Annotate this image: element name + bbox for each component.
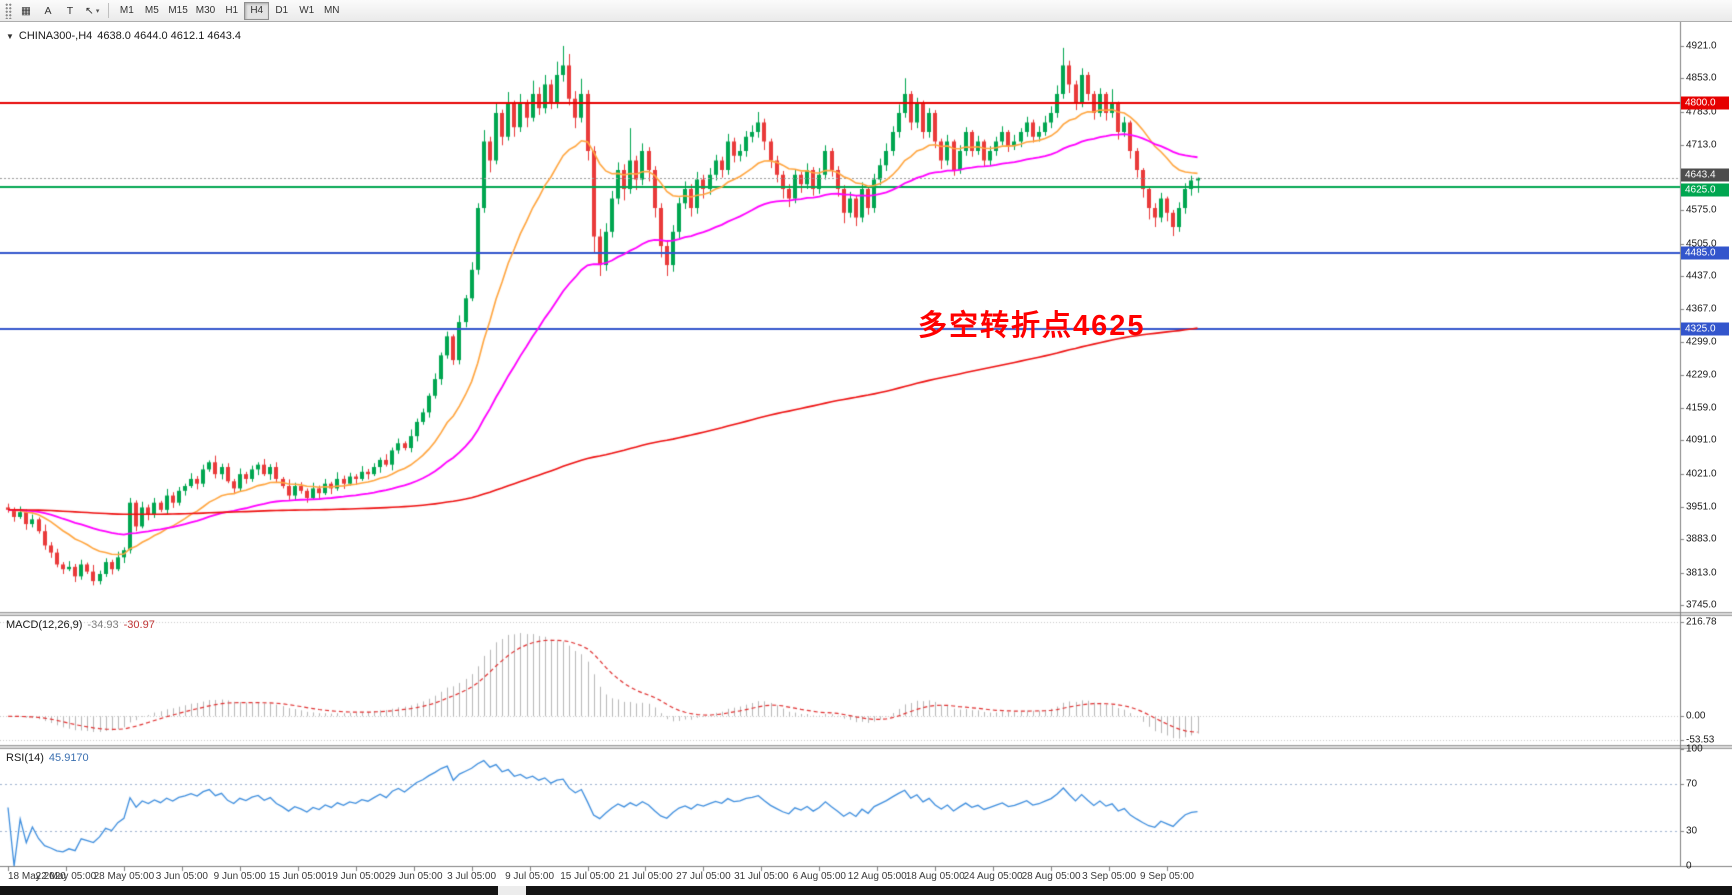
text-label-icon: A <box>44 4 52 17</box>
date-label: 18 May 2020 <box>8 871 66 882</box>
date-label: 6 Aug 05:00 <box>792 871 846 882</box>
price-scale-label: 4783.0 <box>1686 106 1717 118</box>
toolbar-chart-grid-button[interactable]: ▦ <box>15 2 37 20</box>
timeframe-m1-button[interactable]: M1 <box>119 5 134 16</box>
price-scale-label: 4091.0 <box>1686 434 1717 446</box>
price-scale-label: 4229.0 <box>1686 369 1717 381</box>
timeframe-h1-button[interactable]: H1 <box>225 5 239 16</box>
timeframe-d1-button[interactable]: D1 <box>275 5 289 16</box>
price-scale-label: 3745.0 <box>1686 599 1717 611</box>
date-label: 15 Jul 05:00 <box>560 871 615 882</box>
date-label: 22 May 05:00 <box>35 871 97 882</box>
date-label: 12 Aug 05:00 <box>847 871 907 882</box>
date-label: 27 Jul 05:00 <box>676 871 731 882</box>
toolbar-cursor-button[interactable]: ↖ ▾ <box>81 2 103 20</box>
date-label: 3 Jun 05:00 <box>155 871 208 882</box>
rsi-value: 45.9170 <box>48 752 89 764</box>
timeframe-bar: M1 M5 M15 M30 H1 H4 D1 W1 MN <box>114 1 344 20</box>
date-label: 15 Jun 05:00 <box>268 871 327 882</box>
rsi-scale-label: 30 <box>1686 825 1698 837</box>
chart-title: ▼ CHINA300-,H4 4638.0 4644.0 4612.1 4643.4 <box>6 30 246 42</box>
date-label: 3 Sep 05:00 <box>1082 871 1137 882</box>
timeframe-m5-button[interactable]: M5 <box>144 5 159 16</box>
date-label: 29 Jun 05:00 <box>384 871 443 882</box>
toolbar-tools: ▦ A T ↖ ▾ <box>15 2 103 20</box>
taskbar-notch <box>498 886 526 895</box>
price-scale-label: 3883.0 <box>1686 533 1717 545</box>
current-price-tag: 4643.4 <box>1681 168 1729 182</box>
price-tag: 4800.0 <box>1681 96 1729 110</box>
price-scale-label: 4021.0 <box>1686 468 1717 480</box>
cursor-icon: ↖ <box>85 4 94 17</box>
rsi-title: RSI(14) 45.9170 <box>6 752 94 764</box>
chart-canvas[interactable] <box>0 22 1732 886</box>
date-label: 31 Jul 05:00 <box>734 871 789 882</box>
rsi-scale-label: 0 <box>1686 860 1692 872</box>
macd-scale-label: 0.00 <box>1686 710 1706 722</box>
date-label: 9 Sep 05:00 <box>1140 871 1194 882</box>
text-icon: T <box>66 4 74 17</box>
toolbar-separator <box>108 3 110 18</box>
toolbar-text-button[interactable]: T <box>59 2 81 20</box>
date-label: 28 May 05:00 <box>93 871 155 882</box>
timeframe-w1-button[interactable]: W1 <box>299 5 315 16</box>
date-label: 19 Jun 05:00 <box>326 871 385 882</box>
timeframe-m15-button[interactable]: M15 <box>168 5 188 16</box>
price-scale-label: 4853.0 <box>1686 72 1717 84</box>
price-scale-label: 4713.0 <box>1686 139 1717 151</box>
price-tag: 4625.0 <box>1681 183 1729 197</box>
collapse-arrow-icon[interactable]: ▼ <box>6 32 14 41</box>
toolbar: ▦ A T ↖ ▾ M1 M5 M15 M30 H1 H4 D1 W1 MN <box>0 0 1732 22</box>
rsi-scale-label: 70 <box>1686 778 1698 790</box>
date-label: 21 Jul 05:00 <box>618 871 673 882</box>
macd-scale-label: 216.78 <box>1686 616 1717 628</box>
price-scale-label: 4367.0 <box>1686 303 1717 315</box>
symbol-period-label: CHINA300-,H4 <box>18 30 93 42</box>
date-label: 9 Jun 05:00 <box>213 871 266 882</box>
macd-signal-value: -30.97 <box>123 619 155 631</box>
date-label: 9 Jul 05:00 <box>505 871 555 882</box>
price-scale-label: 4299.0 <box>1686 336 1717 348</box>
rsi-label: RSI(14) <box>6 752 44 764</box>
rsi-scale-label: 100 <box>1686 743 1703 755</box>
chart-area: ▼ CHINA300-,H4 4638.0 4644.0 4612.1 4643.4… <box>0 22 1732 886</box>
toolbar-text-label-button[interactable]: A <box>37 2 59 20</box>
date-label: 3 Jul 05:00 <box>447 871 497 882</box>
taskbar-strip <box>0 886 1732 895</box>
annotation-text[interactable]: 多空转折点4625 <box>918 310 1146 342</box>
macd-title: MACD(12,26,9) -34.93 -30.97 <box>6 619 160 631</box>
price-tag: 4325.0 <box>1681 322 1729 336</box>
price-scale-label: 4921.0 <box>1686 40 1717 52</box>
price-scale-label: 3813.0 <box>1686 567 1717 579</box>
date-label: 18 Aug 05:00 <box>905 871 965 882</box>
dropdown-arrow-icon: ▾ <box>95 7 100 15</box>
date-label: 28 Aug 05:00 <box>1021 871 1081 882</box>
price-scale-label: 4575.0 <box>1686 204 1717 216</box>
timeframe-mn-button[interactable]: MN <box>323 5 340 16</box>
macd-scale-label: -53.53 <box>1686 734 1715 746</box>
ohlc-values: 4638.0 4644.0 4612.1 4643.4 <box>97 30 242 42</box>
macd-label: MACD(12,26,9) <box>6 619 83 631</box>
price-scale-label: 4505.0 <box>1686 238 1717 250</box>
timeframe-h4-button[interactable]: H4 <box>244 1 270 20</box>
price-tag: 4485.0 <box>1681 246 1729 260</box>
toolbar-grip[interactable] <box>5 2 12 19</box>
price-scale-label: 3951.0 <box>1686 501 1717 513</box>
date-label: 24 Aug 05:00 <box>963 871 1023 882</box>
price-scale-label: 4437.0 <box>1686 270 1717 282</box>
price-scale-label: 4159.0 <box>1686 402 1717 414</box>
macd-main-value: -34.93 <box>87 619 119 631</box>
timeframe-m30-button[interactable]: M30 <box>195 5 216 16</box>
chart-grid-icon: ▦ <box>21 4 31 17</box>
